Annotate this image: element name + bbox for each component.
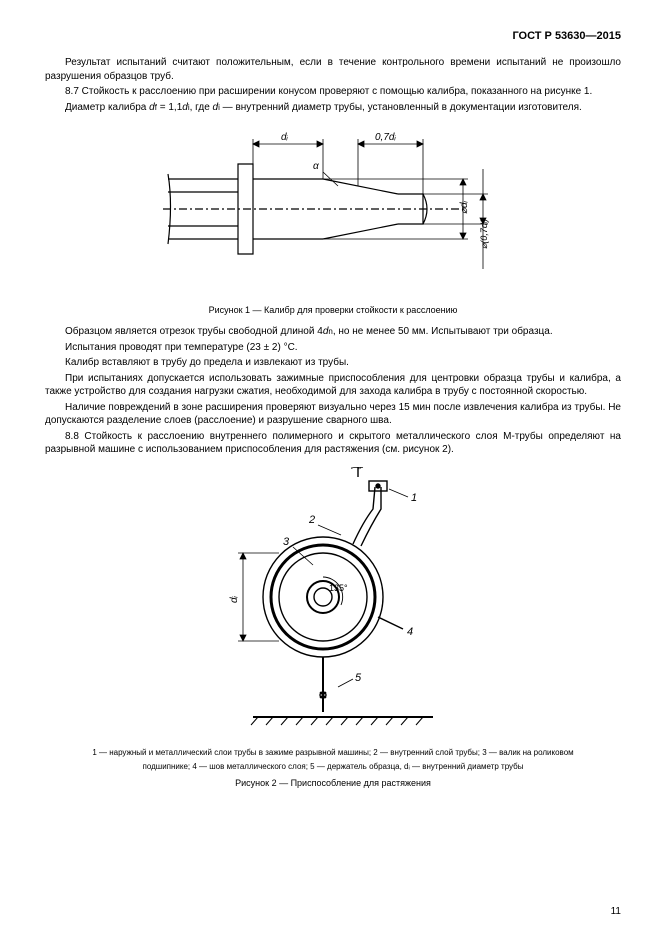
fig1-label-07di: 0,7dᵢ — [375, 132, 396, 143]
para-8: Наличие повреждений в зоне расширения пр… — [45, 401, 621, 428]
fig2-label-3: 3 — [283, 536, 290, 548]
figure-2: 135° dᵢ Fₚ 1 2 3 4 5 — [45, 467, 621, 742]
fig2-label-2: 2 — [308, 514, 315, 526]
para-4: Образцом является отрезок трубы свободно… — [45, 325, 621, 339]
figure-2-svg: 135° dᵢ Fₚ 1 2 3 4 5 — [203, 467, 463, 737]
fig2-label-di: dᵢ — [229, 595, 240, 603]
fig2-label-135: 135° — [329, 583, 348, 593]
fig1-label-diam-di: ⌀dᵢ — [459, 200, 470, 214]
figure-1: dᵢ 0,7dᵢ α ⌀dᵢ — [45, 124, 621, 299]
document-page: ГОСТ Р 53630—2015 Результат испытаний сч… — [0, 0, 661, 935]
fig2-label-4: 4 — [407, 626, 413, 638]
para-5: Испытания проводят при температуре (23 ±… — [45, 341, 621, 355]
para-2: 8.7 Стойкость к расслоению при расширени… — [45, 85, 621, 99]
fig1-label-diam-07di: ⌀(0,7dᵢ) — [479, 219, 489, 249]
para-9: 8.8 Стойкость к расслоению внутреннего п… — [45, 430, 621, 457]
para-7: При испытаниях допускается использовать … — [45, 372, 621, 399]
figure-2-legend-b: подшипнике; 4 — шов металлического слоя;… — [45, 762, 621, 772]
fig2-label-5: 5 — [355, 672, 362, 684]
body-block-1: Результат испытаний считают положительны… — [45, 56, 621, 114]
figure-1-caption: Рисунок 1 — Калибр для проверки стойкост… — [45, 305, 621, 315]
fig2-label-Fp: Fₚ — [351, 467, 362, 472]
para-6: Калибр вставляют в трубу до предела и из… — [45, 356, 621, 370]
standard-header: ГОСТ Р 53630—2015 — [45, 30, 621, 42]
figure-2-caption: Рисунок 2 — Приспособление для растяжени… — [45, 778, 621, 788]
page-number: 11 — [611, 906, 621, 917]
body-block-2: Образцом является отрезок трубы свободно… — [45, 325, 621, 457]
figure-1-svg: dᵢ 0,7dᵢ α ⌀dᵢ — [163, 124, 503, 294]
fig1-label-alpha: α — [313, 161, 319, 172]
para-1: Результат испытаний считают положительны… — [45, 56, 621, 83]
para-3: Диаметр калибра df = 1,1di, где di — вну… — [45, 101, 621, 115]
fig2-label-1: 1 — [411, 492, 417, 504]
figure-2-legend-a: 1 — наружный и металлический слои трубы … — [45, 748, 621, 758]
fig1-label-di: dᵢ — [281, 132, 289, 143]
